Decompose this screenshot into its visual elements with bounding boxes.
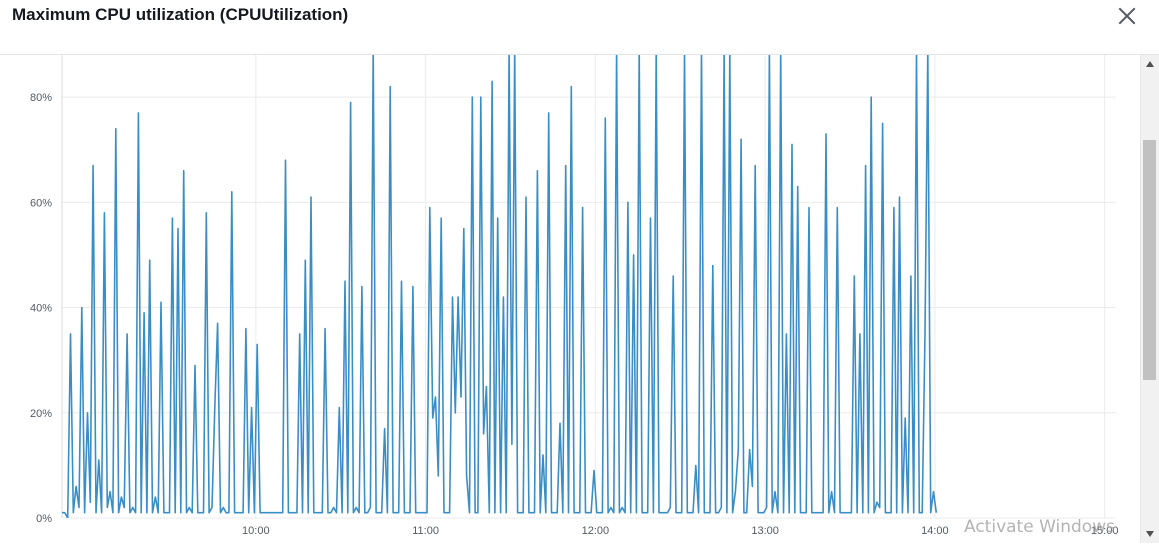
series-line-cpu-utilization[interactable] <box>62 55 938 518</box>
dialog-header: Maximum CPU utilization (CPUUtilization) <box>0 0 1159 55</box>
vertical-scrollbar[interactable] <box>1140 55 1159 543</box>
y-tick-label: 20% <box>30 408 52 420</box>
x-tick-label: 14:00 <box>921 525 949 537</box>
caret-down-icon <box>1146 531 1154 537</box>
scroll-down-button[interactable] <box>1141 525 1159 543</box>
x-tick-label: 13:00 <box>751 525 779 537</box>
page-title: Maximum CPU utilization (CPUUtilization) <box>12 5 349 24</box>
x-tick-label: 11:00 <box>412 525 439 537</box>
y-tick-label: 40% <box>30 303 52 315</box>
y-tick-label: 0% <box>36 513 52 525</box>
y-tick-label: 60% <box>30 197 52 209</box>
y-tick-label: 80% <box>30 92 52 104</box>
activate-windows-watermark: Activate Windows <box>964 517 1115 537</box>
x-tick-label: 12:00 <box>582 525 610 537</box>
x-tick-label: 15:00 <box>1091 525 1119 537</box>
caret-up-icon <box>1146 61 1154 67</box>
scroll-up-button[interactable] <box>1141 55 1159 73</box>
chart-area: 0% 20% 40% 60% 80% 10:00 11:00 12:00 13:00 14:00 1… <box>0 55 1140 543</box>
x-tick-label: 10:00 <box>242 525 270 537</box>
close-button[interactable] <box>1115 4 1139 28</box>
close-icon <box>1118 7 1136 25</box>
cpu-line-chart: 0% 20% 40% 60% 80% 10:00 11:00 12:00 13:00 14:00 1… <box>30 55 1119 537</box>
scroll-thumb[interactable] <box>1143 140 1156 380</box>
